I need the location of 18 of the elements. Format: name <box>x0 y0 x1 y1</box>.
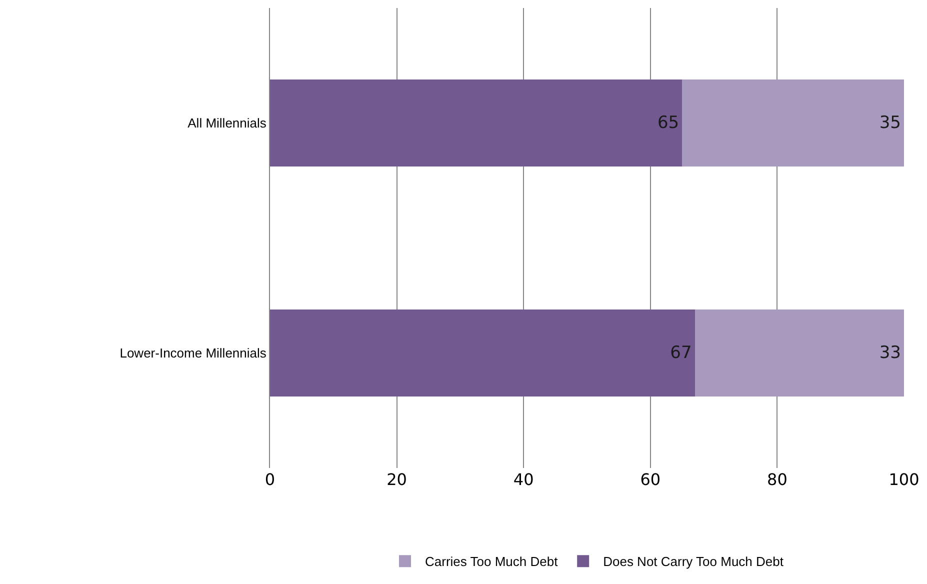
x-tick-label: 40 <box>513 470 534 489</box>
y-tick-label: Lower-Income Millennials <box>120 346 267 361</box>
legend-label: Carries Too Much Debt <box>425 554 558 570</box>
x-tick-label: 100 <box>888 470 920 489</box>
x-tick-label: 0 <box>264 470 276 489</box>
legend-label: Does Not Carry Too Much Debt <box>603 554 784 570</box>
data-label: 33 <box>879 343 901 363</box>
x-tick-label: 80 <box>767 470 788 489</box>
bar <box>694 309 904 397</box>
data-label: 35 <box>879 113 901 133</box>
x-tick-label: 60 <box>640 470 661 489</box>
bar <box>270 309 695 397</box>
x-tick-label: 20 <box>386 470 407 489</box>
bar <box>682 79 904 167</box>
bar <box>270 79 682 167</box>
data-label: 67 <box>670 343 692 363</box>
data-label: 65 <box>657 113 680 133</box>
y-tick-label: All Millennials <box>188 116 267 131</box>
